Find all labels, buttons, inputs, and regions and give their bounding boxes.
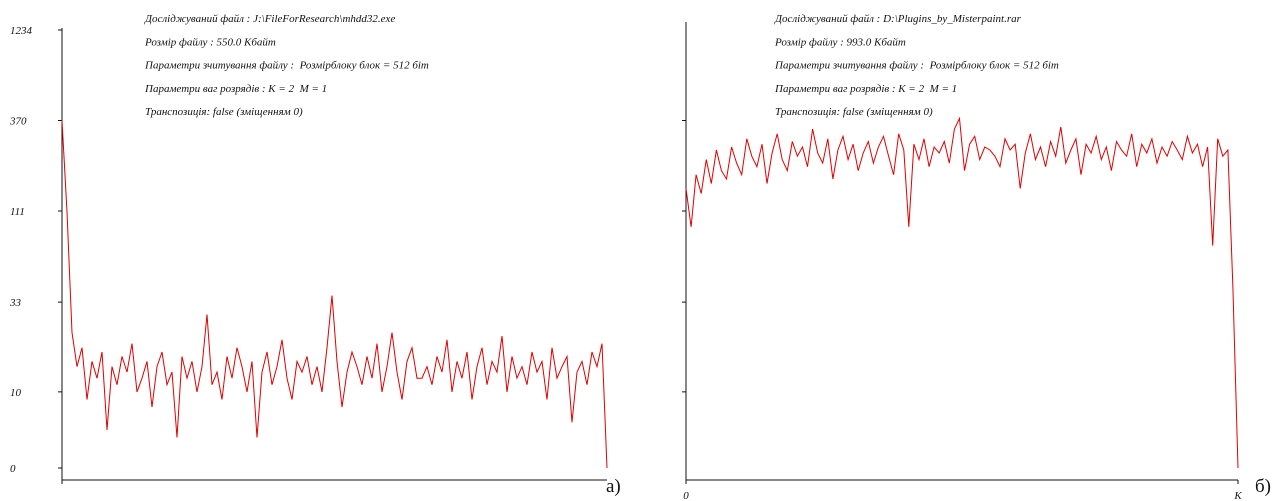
annotation: Транспозиція: false (зміщенням 0) xyxy=(145,106,303,118)
annotation: Досліджуваний файл : D:\Plugins_by_Miste… xyxy=(774,13,1022,25)
y-tick-label: 111 xyxy=(10,206,25,218)
data-line xyxy=(685,116,1239,469)
y-tick-label: 370 xyxy=(9,116,27,128)
annotation: Параметри зчитування файлу : Розмірблоку… xyxy=(144,60,429,72)
panel-label: а) xyxy=(606,476,621,497)
annotation: Розмір файлу : 993.0 Кбайт xyxy=(774,36,906,48)
y-tick-label: 0 xyxy=(10,463,16,475)
annotation: Параметри ваг розрядів : K = 2 M = 1 xyxy=(774,83,957,95)
y-tick-label: 33 xyxy=(9,297,22,309)
y-tick-label: 10 xyxy=(10,387,22,399)
x-tick-label: 0 xyxy=(683,490,689,501)
annotation: Розмір файлу : 550.0 Кбайт xyxy=(144,36,276,48)
annotation: Параметри зчитування файлу : Розмірблоку… xyxy=(774,60,1059,72)
annotation: Досліджуваний файл : J:\FileForResearch\… xyxy=(144,13,395,25)
x-tick-label: K xyxy=(1233,490,1242,501)
data-line xyxy=(61,120,608,469)
y-tick-label: 1234 xyxy=(10,25,33,37)
annotation: Транспозиція: false (зміщенням 0) xyxy=(775,106,933,118)
annotation: Параметри ваг розрядів : K = 2 M = 1 xyxy=(144,83,327,95)
panel-label: б) xyxy=(1255,476,1271,497)
